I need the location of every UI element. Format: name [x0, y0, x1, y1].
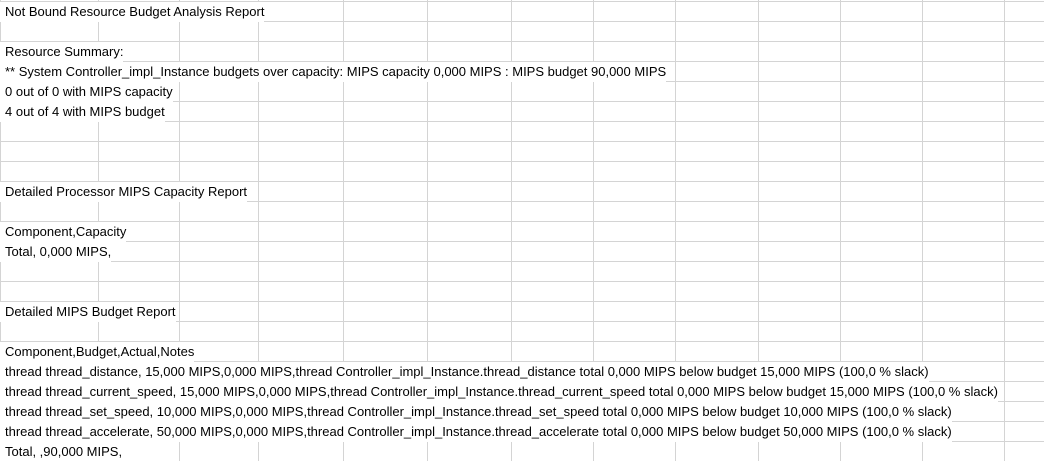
row-gridline — [0, 281, 1044, 282]
cell-row-20[interactable]: thread thread_current_speed, 15,000 MIPS… — [0, 382, 998, 402]
row-gridline — [0, 261, 1044, 262]
row-gridline — [0, 241, 1044, 242]
cell-row-21[interactable]: thread thread_set_speed, 10,000 MIPS,0,0… — [0, 402, 952, 422]
cell-row-16[interactable]: Detailed MIPS Budget Report — [0, 302, 176, 322]
cell-row-19[interactable]: thread thread_distance, 15,000 MIPS,0,00… — [0, 362, 929, 382]
cell-row-18[interactable]: Component,Budget,Actual,Notes — [0, 342, 195, 362]
cell-row-4[interactable]: ** System Controller_impl_Instance budge… — [0, 62, 667, 82]
cell-row-6[interactable]: 4 out of 4 with MIPS budget — [0, 102, 165, 122]
cell-row-10[interactable]: Detailed Processor MIPS Capacity Report — [0, 182, 248, 202]
row-gridline — [0, 41, 1044, 42]
cell-row-3[interactable]: Resource Summary: — [0, 42, 124, 62]
row-gridline — [0, 161, 1044, 162]
cell-row-1[interactable]: Not Bound Resource Budget Analysis Repor… — [0, 2, 265, 22]
row-gridline — [0, 141, 1044, 142]
row-gridline — [0, 221, 1044, 222]
cell-row-5[interactable]: 0 out of 0 with MIPS capacity — [0, 82, 173, 102]
cell-row-12[interactable]: Component,Capacity — [0, 222, 127, 242]
cell-row-13[interactable]: Total, 0,000 MIPS, — [0, 242, 112, 262]
cell-row-22[interactable]: thread thread_accelerate, 50,000 MIPS,0,… — [0, 422, 952, 442]
cell-row-23[interactable]: Total, ,90,000 MIPS, — [0, 442, 123, 461]
column-gridline — [1004, 0, 1005, 461]
